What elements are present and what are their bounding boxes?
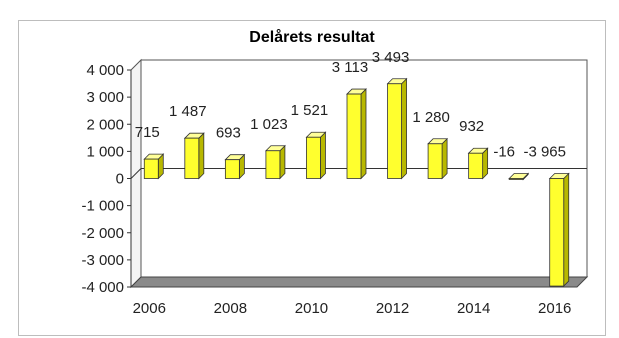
bar [387,83,402,179]
bar [306,136,321,179]
chart-floor [129,276,589,288]
x-tick-label: 2012 [376,300,409,317]
zero-line-depth [130,168,142,179]
y-tick-label: -3 000 [81,252,124,269]
data-label: -16 [493,144,515,161]
bar [265,150,281,179]
bar [549,178,565,287]
x-tick-label: 2006 [133,300,166,317]
bar-side [441,137,448,180]
x-tick-label: 2014 [457,300,490,317]
bar-side [360,88,367,180]
bar [143,158,159,179]
data-label: 932 [459,118,484,135]
y-tick-label: -2 000 [81,225,124,242]
chart-title: Delårets resultat [249,29,375,46]
y-tick-label: 1 000 [86,143,124,160]
bar [184,137,200,179]
y-tick-label: -4 000 [81,279,124,296]
y-tick-label: -1 000 [81,198,124,215]
y-tick-label: 4 000 [86,62,124,79]
bar-chart: 4 000 3 000 2 000 1 000 0 -1 000 -2 000 -3 000 -… [81,49,589,317]
bar-side [563,172,570,288]
data-label: 1 023 [250,116,288,133]
data-label: 3 113 [332,59,368,76]
bar-side [320,131,326,180]
data-label: 693 [216,125,241,142]
y-tick-label: 2 000 [86,116,124,133]
bar-side [198,132,205,180]
x-tick-label: 2008 [214,300,247,317]
y-tick-label: 0 [116,171,124,188]
y-tick-label: 3 000 [86,89,124,106]
data-label: 715 [135,124,160,141]
data-label: 1 521 [291,102,329,119]
data-label: 1 487 [169,103,207,120]
x-tick-label: 2010 [295,300,328,317]
bar-side [401,77,407,180]
data-label: -3 965 [523,144,566,161]
bar-side [279,144,286,180]
bar [508,178,524,180]
bar [224,159,240,179]
data-label: 1 280 [412,109,450,126]
x-tick-label: 2016 [538,300,571,317]
bar [468,152,484,179]
data-label: 3 493 [372,49,410,66]
bar [346,93,362,179]
chart-frame: Delårets resultat 4 000 3 000 2 000 1 000 0 -… [18,20,606,336]
bar [427,143,443,179]
